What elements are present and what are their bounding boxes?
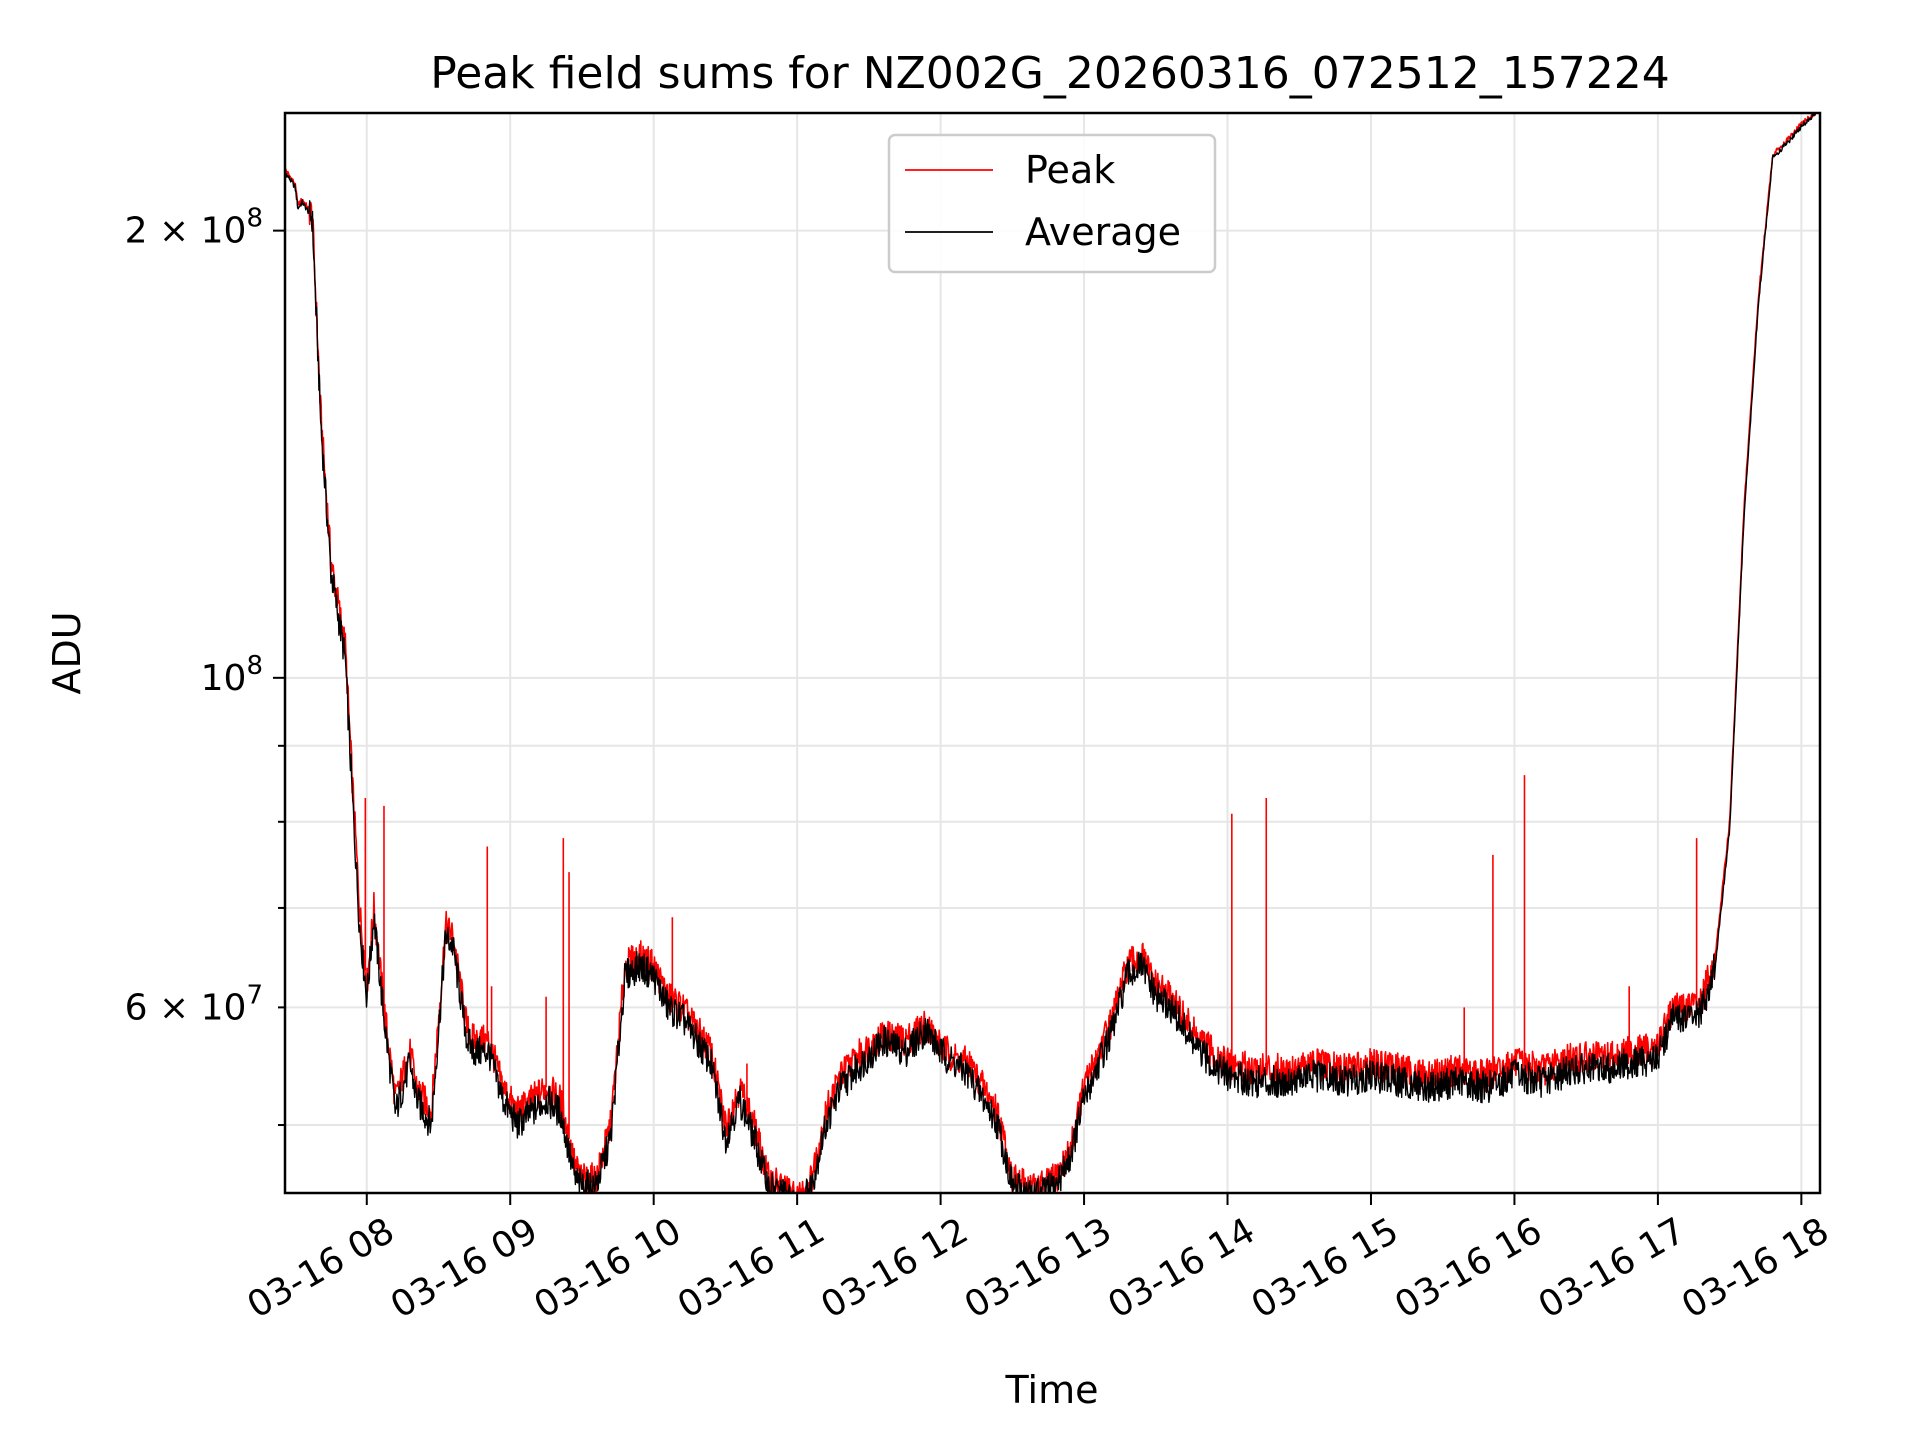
series-line-peak xyxy=(284,113,1817,1194)
x-tick-label: 03-16 10 xyxy=(528,1210,689,1326)
y-minor-tick-label: 6 × 107 xyxy=(125,980,263,1028)
x-tick-label: 03-16 12 xyxy=(814,1210,975,1326)
x-tick-label: 03-16 11 xyxy=(671,1210,832,1326)
grid xyxy=(285,113,1820,1193)
x-tick-label: 03-16 14 xyxy=(1101,1210,1262,1326)
legend-label-average: Average xyxy=(1025,210,1181,254)
series-line-average xyxy=(284,112,1817,1194)
x-tick-label: 03-16 15 xyxy=(1245,1210,1406,1326)
x-tick-label: 03-16 13 xyxy=(958,1210,1119,1326)
y-tick-label: 2 × 108 xyxy=(125,204,263,252)
x-tick-label: 03-16 18 xyxy=(1675,1210,1836,1326)
y-tick-label: 108 xyxy=(201,651,263,699)
x-tick-label: 03-16 17 xyxy=(1532,1210,1693,1326)
y-axis-label: ADU xyxy=(45,611,89,694)
x-tick-label: 03-16 16 xyxy=(1388,1210,1549,1326)
plot-frame xyxy=(283,111,1822,1195)
series-peak xyxy=(284,113,1817,1194)
x-tick-label: 03-16 09 xyxy=(384,1210,545,1326)
series-group xyxy=(284,112,1817,1194)
legend: Peak Average xyxy=(887,133,1217,274)
chart-title: Peak field sums for NZ002G_20260316_0725… xyxy=(430,48,1669,99)
x-axis-label: Time xyxy=(1005,1368,1099,1412)
series-average xyxy=(284,112,1817,1194)
x-tick-label: 03-16 08 xyxy=(241,1210,402,1326)
legend-label-peak: Peak xyxy=(1025,148,1115,192)
